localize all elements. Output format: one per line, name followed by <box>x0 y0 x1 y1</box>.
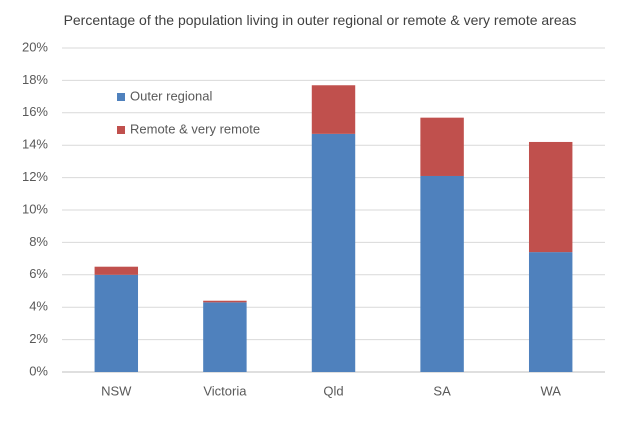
legend-marker <box>117 93 125 101</box>
chart-title: Percentage of the population living in o… <box>63 12 577 28</box>
bar-segment <box>311 85 356 134</box>
y-tick-label: 14% <box>22 137 48 152</box>
y-tick-label: 20% <box>22 39 48 54</box>
legend-marker <box>117 126 125 134</box>
bar-segment <box>420 117 464 176</box>
y-tick-label: 4% <box>29 299 48 314</box>
x-tick-label: Victoria <box>203 383 247 398</box>
x-tick-label: SA <box>433 383 451 398</box>
legend-label: Remote & very remote <box>130 121 260 136</box>
y-tick-label: 16% <box>22 104 48 119</box>
bar-segment <box>94 274 139 372</box>
bar-segment <box>203 302 247 372</box>
bar-segment <box>311 133 356 372</box>
bar-segment <box>420 175 464 372</box>
y-tick-label: 12% <box>22 169 48 184</box>
bar-segment <box>528 252 573 372</box>
y-tick-label: 18% <box>22 72 48 87</box>
y-tick-label: 6% <box>29 266 48 281</box>
x-tick-label: WA <box>540 383 561 398</box>
y-tick-label: 2% <box>29 331 48 346</box>
bar-segment <box>94 266 139 275</box>
x-tick-label: Qld <box>323 383 343 398</box>
x-tick-label: NSW <box>101 383 132 398</box>
y-tick-label: 0% <box>29 363 48 378</box>
y-tick-label: 10% <box>22 201 48 216</box>
bar-segment <box>528 141 573 253</box>
bar-segment <box>203 300 247 303</box>
legend-label: Outer regional <box>130 88 212 103</box>
y-tick-label: 8% <box>29 234 48 249</box>
